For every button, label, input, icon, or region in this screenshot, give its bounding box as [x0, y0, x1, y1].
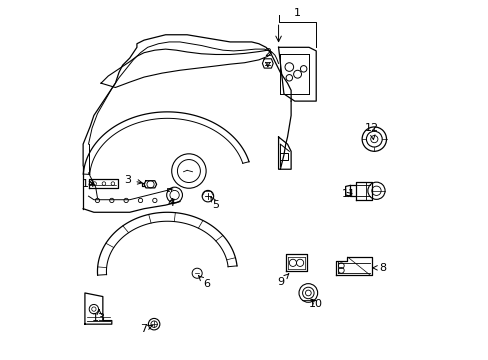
Text: 1: 1 — [293, 8, 301, 18]
Text: 7: 7 — [140, 324, 153, 334]
Text: 13: 13 — [92, 310, 106, 323]
Text: 12: 12 — [364, 123, 378, 139]
Text: 3: 3 — [124, 175, 142, 185]
Text: 6: 6 — [198, 276, 210, 289]
Text: 10: 10 — [308, 299, 323, 309]
Text: 11: 11 — [341, 189, 355, 199]
Text: 8: 8 — [372, 263, 386, 273]
Text: 4: 4 — [167, 198, 174, 208]
Text: 9: 9 — [276, 274, 288, 287]
Text: 14: 14 — [81, 179, 95, 189]
Text: 2: 2 — [264, 48, 271, 67]
Text: 5: 5 — [210, 197, 219, 210]
